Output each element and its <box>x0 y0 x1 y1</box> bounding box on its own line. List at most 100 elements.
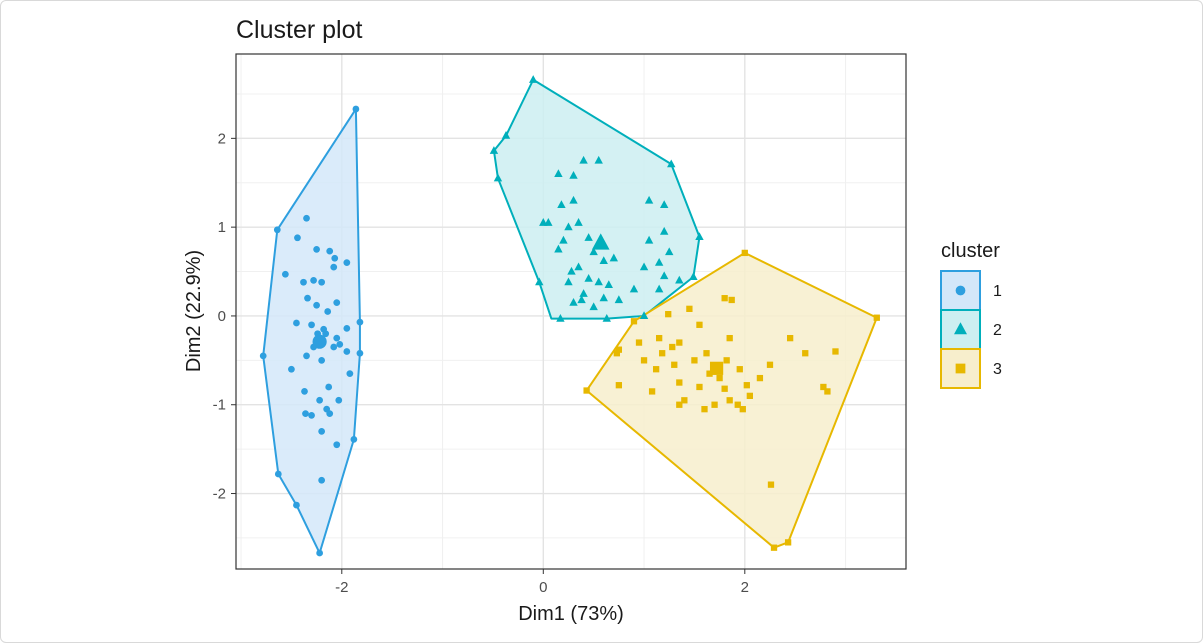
cluster-2-point <box>577 295 586 304</box>
legend-marker-2 <box>954 322 967 335</box>
legend-label-3: 3 <box>993 361 1002 378</box>
cluster-3-point <box>739 406 746 413</box>
cluster-2-point <box>589 247 598 256</box>
y-tick-label: 1 <box>218 219 226 236</box>
cluster-3-point <box>873 314 880 321</box>
cluster-3-point <box>723 357 730 364</box>
cluster-1-point <box>333 334 341 342</box>
cluster-2-point <box>569 170 578 179</box>
cluster-3-point <box>736 366 743 373</box>
cluster-1-point <box>336 340 344 348</box>
cluster-2-point <box>602 313 611 322</box>
cluster-2-point <box>569 297 578 306</box>
cluster-3-point <box>691 357 698 364</box>
cluster-3-point <box>721 295 728 302</box>
cluster-1-point <box>333 299 341 306</box>
cluster-1-point <box>303 352 310 360</box>
cluster-2-point <box>584 233 593 241</box>
cluster-3-point <box>832 348 839 355</box>
plot-border <box>235 53 907 570</box>
cluster-2-point <box>689 272 698 280</box>
cluster-2-point <box>609 253 619 262</box>
cluster-2-point <box>554 244 563 253</box>
cluster-2-point <box>579 289 588 297</box>
cluster-2-point <box>564 222 573 231</box>
cluster-3-point <box>786 334 794 342</box>
cluster-2-point <box>599 256 608 264</box>
cluster-2-point <box>501 131 511 139</box>
cluster-3-point <box>721 385 728 392</box>
point-layer <box>259 75 880 557</box>
cluster-1-point <box>330 343 338 351</box>
cluster-2-point <box>544 218 553 226</box>
y-tick-label: 2 <box>218 130 226 147</box>
cluster-1-point <box>325 383 333 391</box>
cluster-1-point <box>356 349 364 357</box>
cluster-2-point <box>695 232 704 241</box>
chart-title: Cluster plot <box>236 16 362 44</box>
cluster-1-point <box>288 365 295 373</box>
cluster-2-point <box>654 258 664 266</box>
cluster-2-point <box>569 195 578 204</box>
cluster-2-point <box>654 284 664 293</box>
cluster-3-point <box>640 357 648 364</box>
cluster-1-point <box>259 352 267 360</box>
cluster-1-point <box>281 270 289 278</box>
cluster-3-point <box>676 379 683 386</box>
cluster-1-point <box>352 105 360 113</box>
cluster-3-point <box>583 387 590 394</box>
cluster-1-point <box>273 226 281 234</box>
cluster-1-point <box>301 388 308 395</box>
y-tick-label: 0 <box>218 308 226 325</box>
cluster-3-point <box>766 361 774 368</box>
cluster-2-point <box>574 262 583 271</box>
cluster-2-point <box>667 159 676 168</box>
cluster-1-point <box>318 278 326 286</box>
cluster-3-point <box>711 401 718 408</box>
cluster-1-point <box>333 441 341 449</box>
cluster-2-point <box>659 271 669 280</box>
cluster-1-point <box>303 214 310 222</box>
cluster-3-point <box>648 388 656 395</box>
legend-marker-3 <box>955 363 966 374</box>
cluster-2-point <box>594 155 603 164</box>
cluster-1-point <box>326 410 334 417</box>
cluster-3-point <box>696 321 703 328</box>
cluster-3-centroid <box>709 361 724 375</box>
cluster-2-point <box>644 235 654 244</box>
cluster-3-point <box>671 361 678 368</box>
cluster-3-point <box>734 401 741 408</box>
cluster-2-point <box>584 273 593 282</box>
cluster-1-point <box>308 412 315 419</box>
tick-layer: -2 0 2 -2 -1 0 1 2 <box>213 130 749 596</box>
cluster-2-point <box>589 302 598 311</box>
legend: 1 2 3 <box>940 270 1002 389</box>
y-tick-label: -1 <box>213 397 226 414</box>
cluster-2-centroid <box>591 233 610 250</box>
cluster-2-point <box>529 75 538 83</box>
cluster-3-point <box>741 249 748 257</box>
cluster-1-point <box>343 324 351 332</box>
x-tick-label: 0 <box>539 579 547 596</box>
cluster-3-point <box>656 334 663 342</box>
cluster-2-point <box>594 277 603 286</box>
cluster-3-point <box>681 397 688 404</box>
cluster-1-point <box>310 277 317 284</box>
cluster-1-point <box>316 396 323 404</box>
cluster-2-point <box>574 218 583 226</box>
y-axis-title: Dim2 (22.9%) <box>183 250 205 372</box>
cluster-1-point <box>274 470 282 478</box>
cluster-3-point <box>615 346 623 353</box>
cluster-1-point <box>331 254 339 262</box>
cluster-1-point <box>300 278 307 286</box>
cluster-3-point <box>669 343 676 351</box>
cluster-3-point <box>615 382 623 389</box>
cluster-3-point <box>701 406 708 413</box>
cluster-2-point <box>639 311 649 320</box>
y-tick-label: -2 <box>213 486 226 503</box>
cluster-1-point <box>318 427 326 435</box>
cluster-1-point <box>324 308 332 315</box>
cluster-1-point <box>313 245 320 253</box>
cluster-3-point <box>676 401 683 408</box>
cluster-3-point <box>665 311 672 318</box>
